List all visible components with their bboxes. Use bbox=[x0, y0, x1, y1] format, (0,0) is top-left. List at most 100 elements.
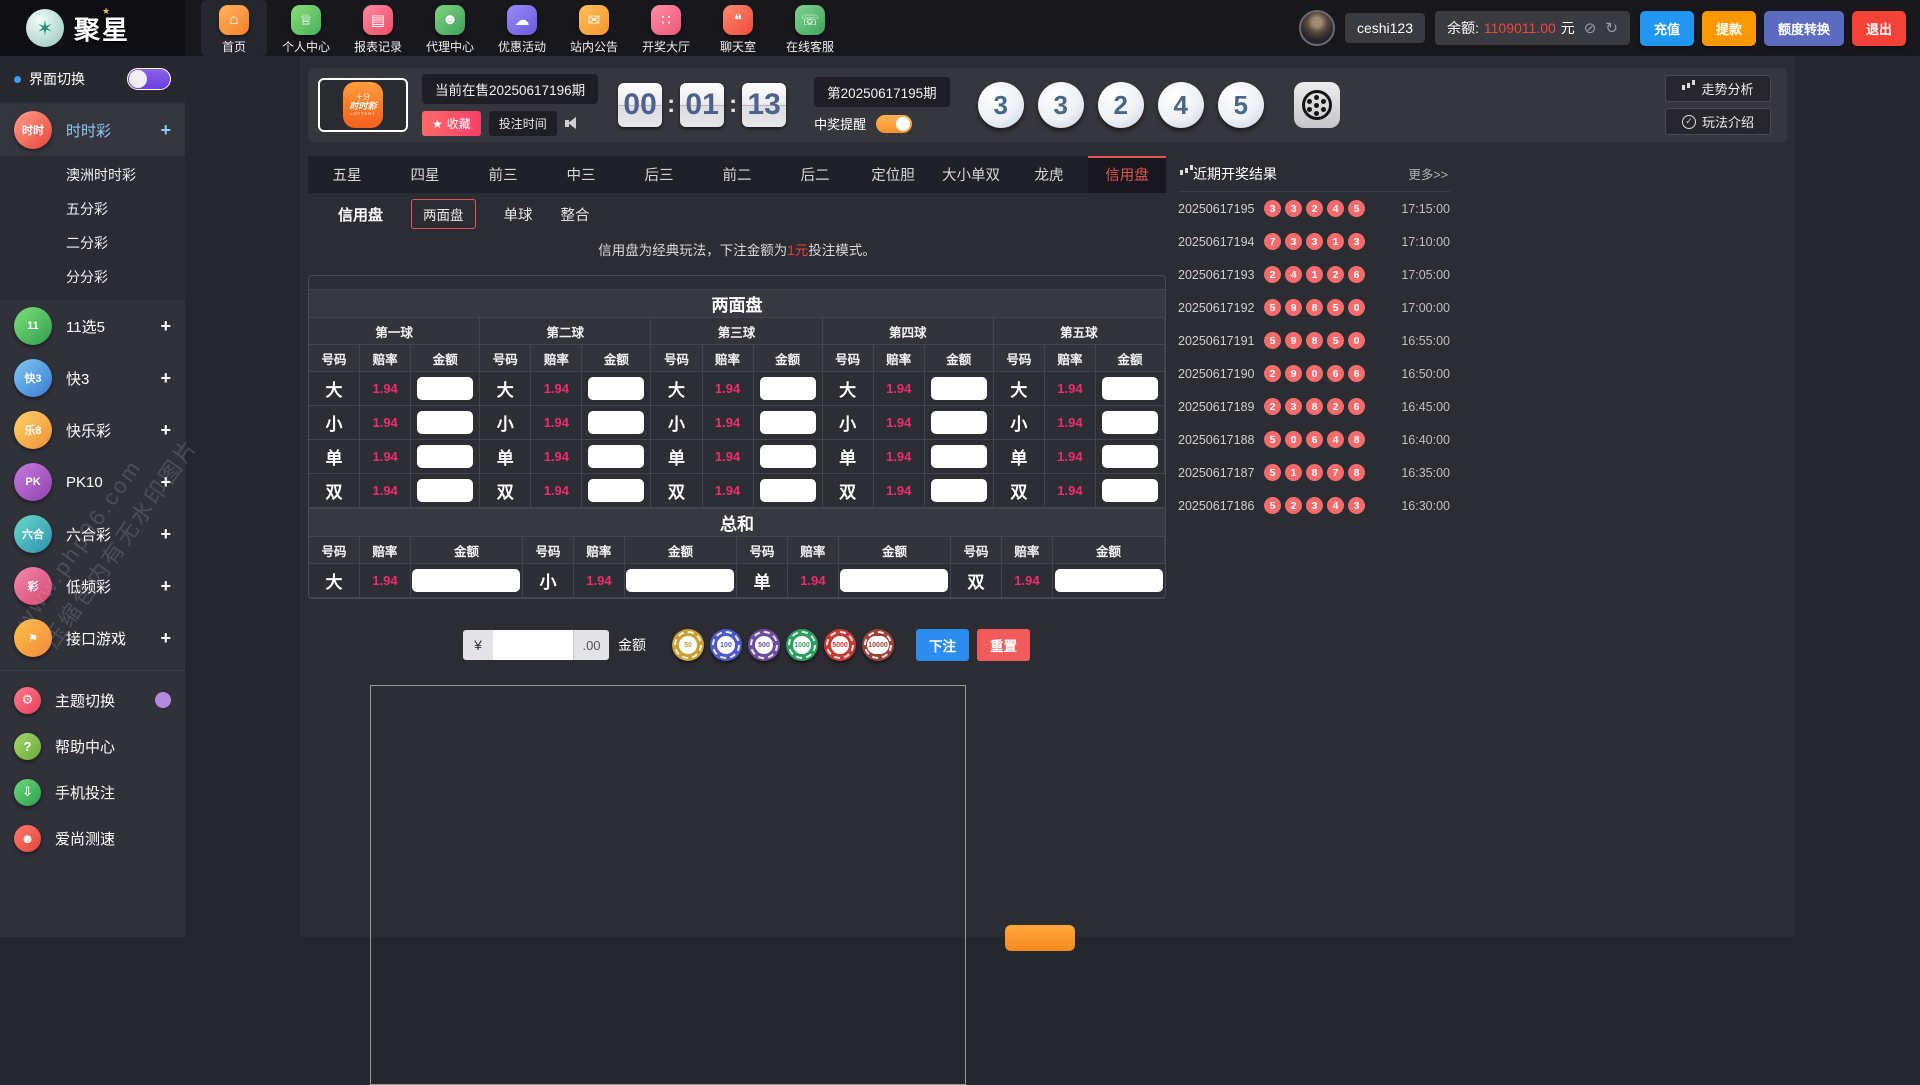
bet-amount-cell-input[interactable] bbox=[840, 569, 948, 592]
topnav-item-service[interactable]: ☏在线客服 bbox=[777, 0, 843, 56]
bet-amount-cell-input[interactable] bbox=[1102, 445, 1158, 468]
expand-icon[interactable]: + bbox=[160, 628, 171, 649]
tab-9[interactable]: 龙虎 bbox=[1010, 156, 1088, 193]
floating-button-partial[interactable] bbox=[1005, 925, 1075, 951]
bet-amount-cell-input[interactable] bbox=[417, 445, 473, 468]
topnav-item-chat[interactable]: ❝聊天室 bbox=[705, 0, 771, 56]
bet-option-label[interactable]: 小 bbox=[823, 406, 874, 440]
chip-5000[interactable]: 5000 bbox=[824, 629, 856, 661]
bet-amount-cell-input[interactable] bbox=[931, 445, 987, 468]
bet-amount-cell-input[interactable] bbox=[1102, 377, 1158, 400]
expand-icon[interactable]: + bbox=[160, 420, 171, 441]
chip-500[interactable]: 500 bbox=[748, 629, 780, 661]
tab-0[interactable]: 五星 bbox=[308, 156, 386, 193]
bet-option-label[interactable]: 双 bbox=[309, 474, 360, 508]
expand-icon[interactable]: + bbox=[160, 316, 171, 337]
theme-dot-icon[interactable] bbox=[155, 692, 171, 708]
sidebar-item-jiekou[interactable]: ⚑接口游戏+ bbox=[0, 612, 185, 664]
bet-option-label[interactable]: 单 bbox=[737, 564, 788, 598]
topnav-item-agent[interactable]: ☻代理中心 bbox=[417, 0, 483, 56]
bet-amount-cell-input[interactable] bbox=[412, 569, 520, 592]
bet-amount-cell-input[interactable] bbox=[931, 479, 987, 502]
animation-icon[interactable] bbox=[1294, 82, 1340, 128]
bet-amount-cell-input[interactable] bbox=[760, 377, 816, 400]
sidebar-item-liuhecai[interactable]: 六合六合彩+ bbox=[0, 508, 185, 560]
sidebar-subitem[interactable]: 分分彩 bbox=[0, 260, 185, 294]
sidebar-item-speed[interactable]: ☻爱尚测速 bbox=[0, 815, 185, 861]
bet-option-label[interactable]: 双 bbox=[480, 474, 531, 508]
expand-icon[interactable]: + bbox=[160, 368, 171, 389]
bet-option-label[interactable]: 大 bbox=[994, 372, 1045, 406]
ui-switch-toggle[interactable] bbox=[127, 68, 171, 90]
avatar[interactable] bbox=[1299, 10, 1335, 46]
tab-10[interactable]: 信用盘 bbox=[1088, 156, 1166, 193]
recharge-button[interactable]: 充值 bbox=[1640, 11, 1694, 46]
sidebar-item-shishicai[interactable]: 时时时时彩+ bbox=[0, 104, 185, 156]
win-alert-toggle[interactable] bbox=[876, 115, 912, 133]
logout-button[interactable]: 退出 bbox=[1852, 11, 1906, 46]
more-link[interactable]: 更多>> bbox=[1408, 164, 1448, 183]
how-to-play-button[interactable]: ✓ 玩法介绍 bbox=[1665, 108, 1771, 135]
game-logo[interactable]: 十分 时时彩 LOTTERY bbox=[318, 78, 408, 132]
bet-option-label[interactable]: 双 bbox=[823, 474, 874, 508]
bet-amount-cell-input[interactable] bbox=[626, 569, 734, 592]
topnav-item-home[interactable]: ⌂首页 bbox=[201, 0, 267, 56]
expand-icon[interactable]: + bbox=[160, 472, 171, 493]
bet-option-label[interactable]: 单 bbox=[823, 440, 874, 474]
bet-option-label[interactable]: 小 bbox=[994, 406, 1045, 440]
bet-option-label[interactable]: 大 bbox=[309, 372, 360, 406]
tab-3[interactable]: 中三 bbox=[542, 156, 620, 193]
bet-option-label[interactable]: 大 bbox=[823, 372, 874, 406]
bet-amount-cell-input[interactable] bbox=[588, 479, 644, 502]
place-bet-button[interactable]: 下注 bbox=[916, 629, 969, 661]
sidebar-item-dipincai[interactable]: 彩低频彩+ bbox=[0, 560, 185, 612]
bet-amount-cell-input[interactable] bbox=[931, 377, 987, 400]
expand-icon[interactable]: + bbox=[160, 524, 171, 545]
tab-8[interactable]: 大小单双 bbox=[932, 156, 1010, 193]
bet-amount-cell-input[interactable] bbox=[760, 411, 816, 434]
trend-analysis-button[interactable]: 走势分析 bbox=[1665, 75, 1771, 102]
tab-5[interactable]: 前二 bbox=[698, 156, 776, 193]
chip-50[interactable]: 50 bbox=[672, 629, 704, 661]
subtab-3[interactable]: 整合 bbox=[561, 204, 590, 225]
bet-option-label[interactable]: 大 bbox=[480, 372, 531, 406]
transfer-button[interactable]: 额度转换 bbox=[1764, 11, 1844, 46]
bet-amount-cell-input[interactable] bbox=[588, 445, 644, 468]
tab-4[interactable]: 后三 bbox=[620, 156, 698, 193]
subtab-1[interactable]: 两面盘 bbox=[411, 199, 476, 229]
topnav-item-promo[interactable]: ☁优惠活动 bbox=[489, 0, 555, 56]
bet-option-label[interactable]: 单 bbox=[309, 440, 360, 474]
tab-6[interactable]: 后二 bbox=[776, 156, 854, 193]
withdraw-button[interactable]: 提款 bbox=[1702, 11, 1756, 46]
bet-amount-cell-input[interactable] bbox=[588, 377, 644, 400]
chip-100[interactable]: 100 bbox=[710, 629, 742, 661]
topnav-item-personal[interactable]: ♕个人中心 bbox=[273, 0, 339, 56]
bet-amount-input[interactable] bbox=[493, 630, 573, 660]
bet-option-label[interactable]: 小 bbox=[309, 406, 360, 440]
bet-amount-cell-input[interactable] bbox=[588, 411, 644, 434]
tab-2[interactable]: 前三 bbox=[464, 156, 542, 193]
bet-option-label[interactable]: 小 bbox=[523, 564, 574, 598]
bet-option-label[interactable]: 单 bbox=[480, 440, 531, 474]
bet-option-label[interactable]: 小 bbox=[480, 406, 531, 440]
reset-button[interactable]: 重置 bbox=[977, 629, 1030, 661]
bet-amount-cell-input[interactable] bbox=[1102, 479, 1158, 502]
expand-icon[interactable]: + bbox=[160, 576, 171, 597]
expand-icon[interactable]: + bbox=[160, 120, 171, 141]
bet-amount-cell-input[interactable] bbox=[417, 479, 473, 502]
bet-option-label[interactable]: 大 bbox=[309, 564, 360, 598]
bet-amount-cell-input[interactable] bbox=[1102, 411, 1158, 434]
sidebar-subitem[interactable]: 五分彩 bbox=[0, 192, 185, 226]
chip-10000[interactable]: 10000 bbox=[862, 629, 894, 661]
bet-option-label[interactable]: 双 bbox=[951, 564, 1002, 598]
subtab-2[interactable]: 单球 bbox=[504, 204, 533, 225]
refresh-balance-icon[interactable]: ↻ bbox=[1605, 19, 1618, 37]
topnav-item-report[interactable]: ▤报表记录 bbox=[345, 0, 411, 56]
tab-1[interactable]: 四星 bbox=[386, 156, 464, 193]
bet-option-label[interactable]: 小 bbox=[651, 406, 702, 440]
topnav-item-lottery-hall[interactable]: ∷开奖大厅 bbox=[633, 0, 699, 56]
